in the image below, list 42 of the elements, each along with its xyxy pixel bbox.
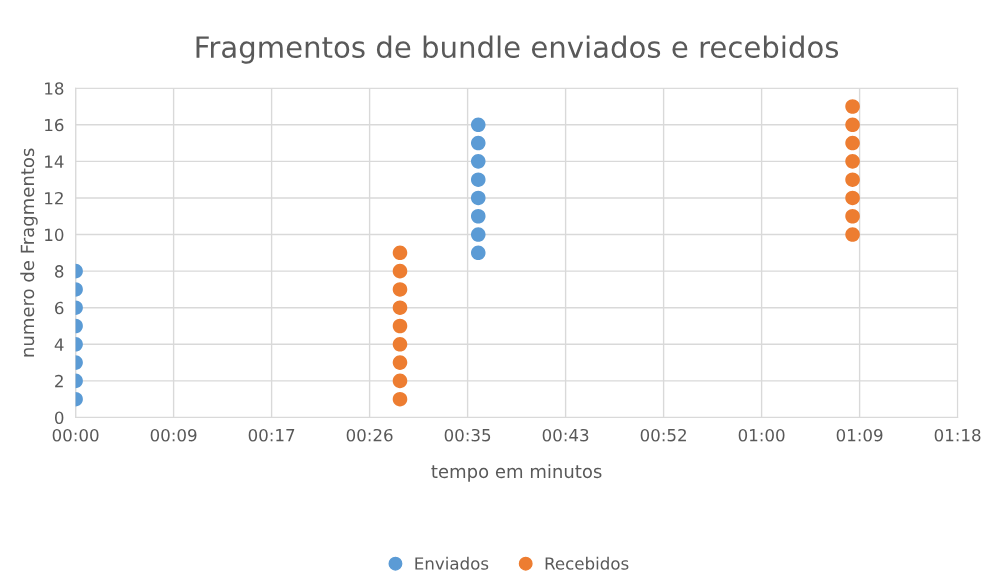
x-tick-label: 01:09 (836, 428, 883, 442)
x-tick-label: 00:26 (346, 428, 393, 442)
x-tick-label: 01:00 (738, 428, 785, 442)
point (392, 245, 408, 261)
y-tick-label: 16 (45, 118, 64, 132)
y-tick-label: 4 (54, 338, 64, 351)
point (392, 391, 408, 407)
legend-label: Recebidos (545, 556, 629, 570)
x-tick-label: 00:52 (640, 428, 686, 442)
y-tick-label: 0 (54, 411, 64, 425)
point (845, 172, 860, 187)
point (392, 337, 408, 352)
x-tick-label: 00:17 (248, 428, 295, 442)
y-tick-label: 12 (45, 191, 63, 205)
point (845, 208, 860, 224)
point (392, 300, 408, 315)
point (392, 263, 408, 279)
x-tick-label: 00:09 (150, 428, 197, 442)
point (845, 117, 860, 133)
point (845, 227, 860, 242)
point (392, 282, 408, 297)
y-tick-label: 6 (55, 301, 64, 315)
chart-title: Fragmentos de bundle enviados e recebidos (196, 35, 839, 64)
legend-label: Enviados (415, 556, 489, 570)
x-tick-label: 00:00 (52, 428, 99, 442)
y-tick-label: 2 (55, 374, 63, 388)
y-tick-label: 8 (55, 265, 64, 278)
point (845, 135, 860, 151)
x-axis-title: tempo em minutos (431, 464, 602, 482)
point (845, 154, 860, 169)
x-tick-label: 00:43 (542, 428, 589, 442)
y-axis-title: numero de Fragmentos (20, 148, 38, 357)
point (392, 355, 408, 370)
y-tick-label: 14 (45, 155, 64, 168)
point (392, 318, 408, 334)
y-tick-label: 10 (45, 228, 64, 242)
point (845, 190, 860, 206)
x-tick-label: 00:35 (444, 428, 491, 442)
point (845, 99, 860, 114)
point (392, 373, 408, 389)
x-tick-label: 01:18 (934, 428, 981, 442)
y-tick-label: 18 (45, 82, 64, 95)
